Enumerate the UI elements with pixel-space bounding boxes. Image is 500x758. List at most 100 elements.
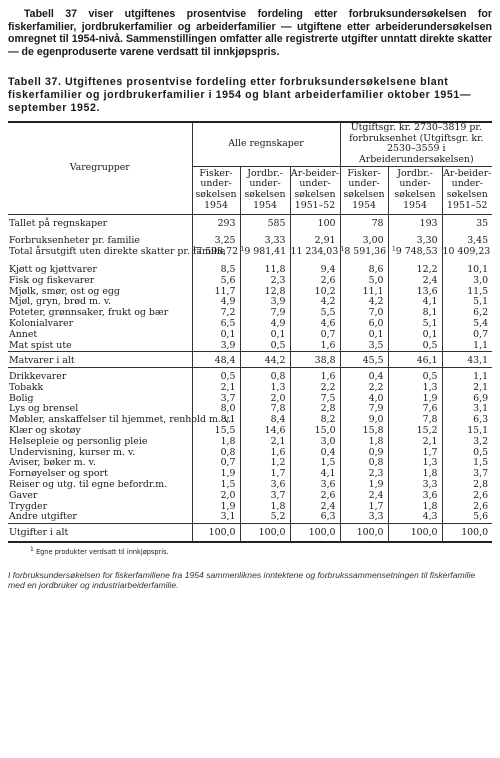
value-text: 9,0	[368, 414, 384, 426]
row-label: Lys og brensel	[8, 404, 192, 415]
value-cell: 44,2	[239, 351, 290, 369]
value-cell: 0,4	[339, 367, 389, 383]
value-text: 13,6	[416, 285, 438, 297]
row-label: Klær og skotøy	[8, 425, 192, 437]
value-text: 8,1	[220, 414, 236, 426]
table-row: Møbler, anskaffelser til hjemmet, renhol…	[8, 414, 493, 427]
bottom-note: I forbruksundersøkelsen for fiskerfamili…	[8, 570, 476, 591]
row-label-text: Fornøyelser og sport	[9, 468, 108, 480]
value-cell: 1,6	[289, 367, 341, 383]
header-col-arbeider-bracket: Ar-beider-under-søkelsen 1951–52	[441, 166, 493, 215]
row-label-text: Utgifter i alt	[9, 527, 69, 539]
value-text: 4,6	[320, 317, 336, 329]
value-cell: 4,3	[387, 511, 443, 525]
row-label: Andre utgifter	[8, 512, 192, 525]
expenditure-table: Varegrupper Alle regnskaper Utgiftsgr. k…	[8, 121, 493, 544]
value-cell	[387, 229, 443, 237]
value-cell: 1,6	[289, 339, 341, 353]
value-text: 3,1	[473, 403, 489, 415]
value-text: 4,9	[270, 317, 286, 329]
value-cell: 11,1	[339, 286, 389, 298]
value-cell: 0,5	[387, 367, 443, 383]
value-text: 7,6	[422, 403, 438, 415]
row-label-text: Reiser og utg. til egne befordr.m.	[9, 479, 168, 491]
row-label: Møbler, anskaffelser til hjemmet, renhol…	[8, 414, 231, 426]
value-text: 12,2	[416, 263, 438, 275]
value-text: 4,2	[368, 296, 384, 308]
table-row: Total årsutgift uten direkte skatter pr.…	[8, 246, 493, 258]
table-row: Fornøyelser og sport 1,9 1,7 4,1 2,3 1,8 3,7	[8, 468, 493, 481]
value-text: 100,0	[258, 527, 286, 539]
value-cell: 4,6	[289, 317, 341, 330]
value-text: 2,91	[314, 235, 336, 247]
value-cell: 43,1	[441, 351, 493, 369]
value-text: 3,6	[422, 489, 438, 501]
value-cell: 11,7	[191, 286, 240, 298]
table-row: Poteter, grønnsaker, frukt og bær 7,2 7,9 5…	[8, 307, 493, 319]
value-text: 100,0	[356, 527, 384, 539]
value-cell: 2,6	[289, 490, 341, 502]
value-cell: 11,8	[239, 264, 290, 276]
value-cell: 3,7	[191, 393, 240, 405]
table-row: Mat spist ute 3,9 0,5 1,6 3,5 0,5 1,1	[8, 339, 493, 353]
value-cell: 17 598,72	[191, 246, 240, 258]
table-row: Tallet på regnskaper 293 585 100 78 193 35	[8, 214, 493, 230]
row-label-text: Trygder	[9, 500, 48, 512]
value-cell: 3,3	[387, 479, 443, 491]
value-text: 1,7	[368, 500, 384, 512]
row-label-text: Tallet på regnskaper	[9, 217, 108, 229]
value-cell: 3,00	[339, 235, 389, 248]
value-cell: 8,4	[239, 414, 290, 427]
value-cell: 0,1	[387, 329, 443, 341]
value-text: 4,9	[220, 296, 236, 308]
table-row: Utgifter i alt 100,0 100,0 100,0 100,0 100,0 1…	[8, 523, 493, 544]
value-text: 7 598,72	[196, 246, 239, 258]
value-cell: 3,3	[339, 512, 389, 525]
value-text: 2,3	[368, 468, 384, 480]
value-text: 6,2	[473, 307, 489, 319]
row-label-text: Kjøtt og kjøttvarer	[9, 263, 97, 275]
value-text: 45,5	[362, 355, 384, 367]
value-cell: 0,7	[289, 329, 341, 341]
value-cell: 2,0	[239, 393, 290, 405]
value-text: 0,9	[368, 446, 384, 458]
value-cell: 2,8	[289, 403, 341, 416]
value-text: 7,9	[270, 307, 286, 319]
table-row: Fisk og fiskevarer 5,6 2,3 2,6 5,0 2,4 3,0	[8, 274, 493, 287]
value-cell: 2,6	[289, 274, 341, 287]
value-text: 7,0	[368, 307, 384, 319]
value-cell: 8,2	[289, 414, 341, 427]
value-cell	[239, 257, 290, 265]
value-text: 1,8	[270, 500, 286, 512]
value-cell: 2,4	[339, 490, 389, 502]
value-text: 4,3	[422, 511, 438, 523]
value-text: 2,6	[320, 274, 336, 286]
value-cell: 2,6	[441, 490, 493, 502]
value-text: 1,6	[320, 339, 336, 351]
value-text: 100,0	[308, 527, 336, 539]
value-text: 5,2	[270, 511, 286, 523]
value-cell: 1,7	[239, 468, 290, 481]
footnote-ref: 1	[340, 246, 345, 254]
row-label-text: Helsepleie og personlig pleie	[9, 435, 148, 447]
value-text: 6,9	[473, 392, 489, 404]
value-cell: 7,9	[239, 307, 290, 319]
row-label: Bolig	[8, 393, 192, 405]
value-text: 7,8	[422, 414, 438, 426]
value-text: 1,9	[220, 500, 236, 512]
value-cell: 3,30	[387, 235, 443, 248]
value-cell: 7,8	[239, 404, 290, 416]
value-text: 3,9	[220, 339, 236, 351]
row-label: Poteter, grønnsaker, frukt og bær	[8, 307, 192, 319]
value-cell: 2,0	[191, 490, 240, 502]
value-cell: 4,2	[289, 296, 341, 309]
value-text: 3,0	[473, 274, 489, 286]
value-cell: 5,4	[441, 318, 493, 330]
table-row: Kolonialvarer 6,5 4,9 4,6 6,0 5,1 5,4	[8, 317, 493, 330]
row-label-text: Mjøl, gryn, brød m. v.	[9, 296, 112, 308]
value-cell: 2,91	[289, 235, 341, 248]
value-text: 2,8	[320, 403, 336, 415]
row-label: Forbruksenheter pr. familie	[8, 236, 192, 247]
value-cell: 0,7	[441, 329, 493, 341]
value-cell: 0,1	[339, 329, 389, 341]
